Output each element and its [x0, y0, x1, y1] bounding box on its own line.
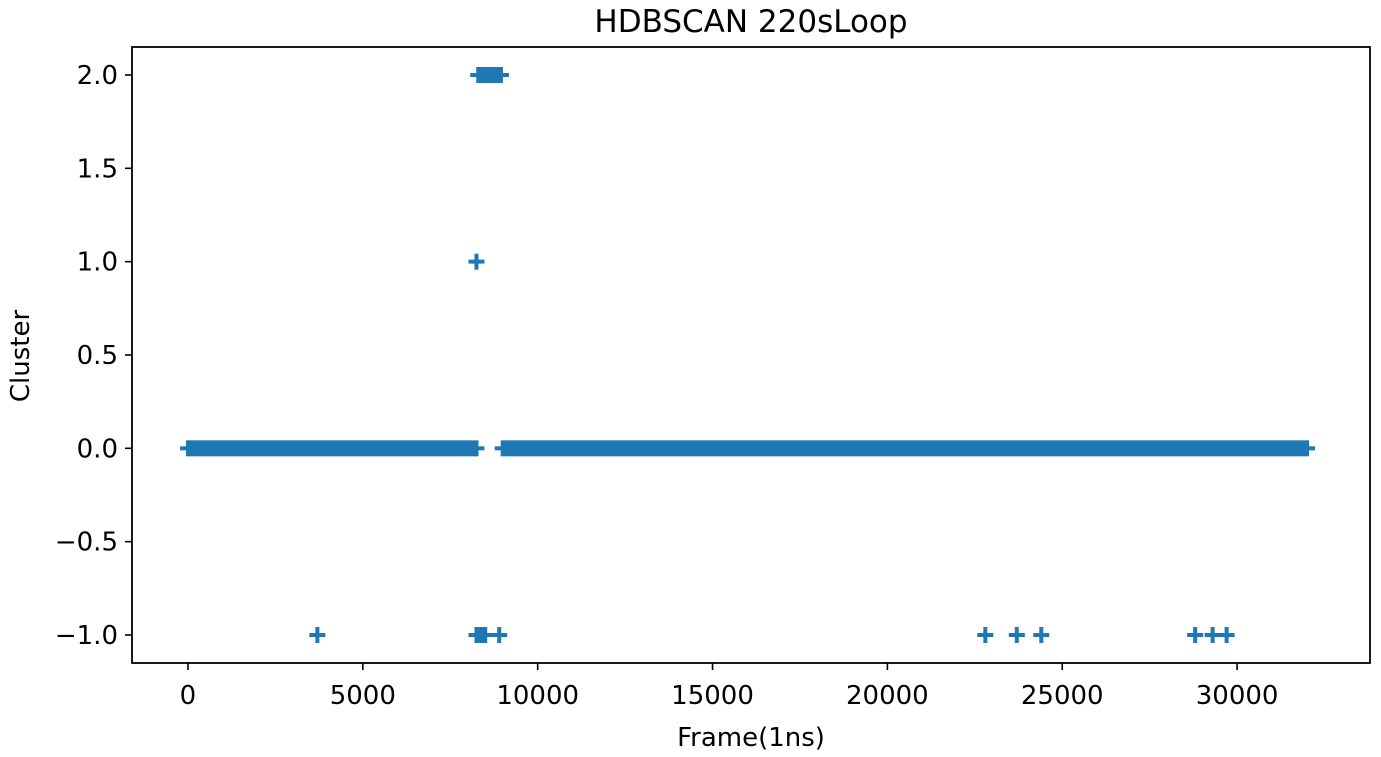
data-point	[468, 253, 485, 270]
y-axis-ticks: −1.0 −0.5 0.0 0.5 1.0 1.5 2.0	[55, 61, 132, 651]
data-point	[477, 627, 494, 643]
data-point	[1218, 627, 1235, 643]
plot-frame	[131, 46, 1371, 664]
dense-marker-run	[470, 67, 509, 83]
y-tick-label: 1.0	[77, 248, 118, 278]
dense-marker-run	[179, 440, 485, 457]
y-tick-label: −0.5	[55, 528, 118, 558]
data-point	[1008, 627, 1025, 643]
y-tick-label: −1.0	[55, 621, 118, 651]
y-tick-label: 0.0	[77, 434, 118, 464]
dense-marker-run	[494, 440, 1316, 457]
y-tick-label: 2.0	[77, 61, 118, 91]
chart-title: HDBSCAN 220sLoop	[594, 4, 907, 40]
data-point	[309, 627, 326, 643]
x-tick-label: 30000	[1196, 681, 1279, 711]
x-tick-label: 5000	[330, 681, 396, 711]
x-tick-label: 0	[180, 681, 197, 711]
x-tick-label: 25000	[1021, 681, 1104, 711]
data-point	[491, 627, 508, 643]
x-axis-ticks: 0 5000 10000 15000 20000 25000 30000	[180, 663, 1279, 711]
x-tick-label: 10000	[496, 681, 579, 711]
y-tick-label: 0.5	[77, 341, 118, 371]
x-tick-label: 20000	[846, 681, 929, 711]
data-point	[1187, 627, 1204, 643]
data-point	[1033, 627, 1050, 643]
data-point	[977, 627, 994, 643]
x-axis-title: Frame(1ns)	[677, 723, 825, 753]
y-tick-label: 1.5	[77, 154, 118, 184]
data-point	[1204, 627, 1221, 643]
y-axis-title: Cluster	[6, 310, 36, 403]
data-marks	[179, 67, 1316, 643]
x-tick-label: 15000	[671, 681, 754, 711]
